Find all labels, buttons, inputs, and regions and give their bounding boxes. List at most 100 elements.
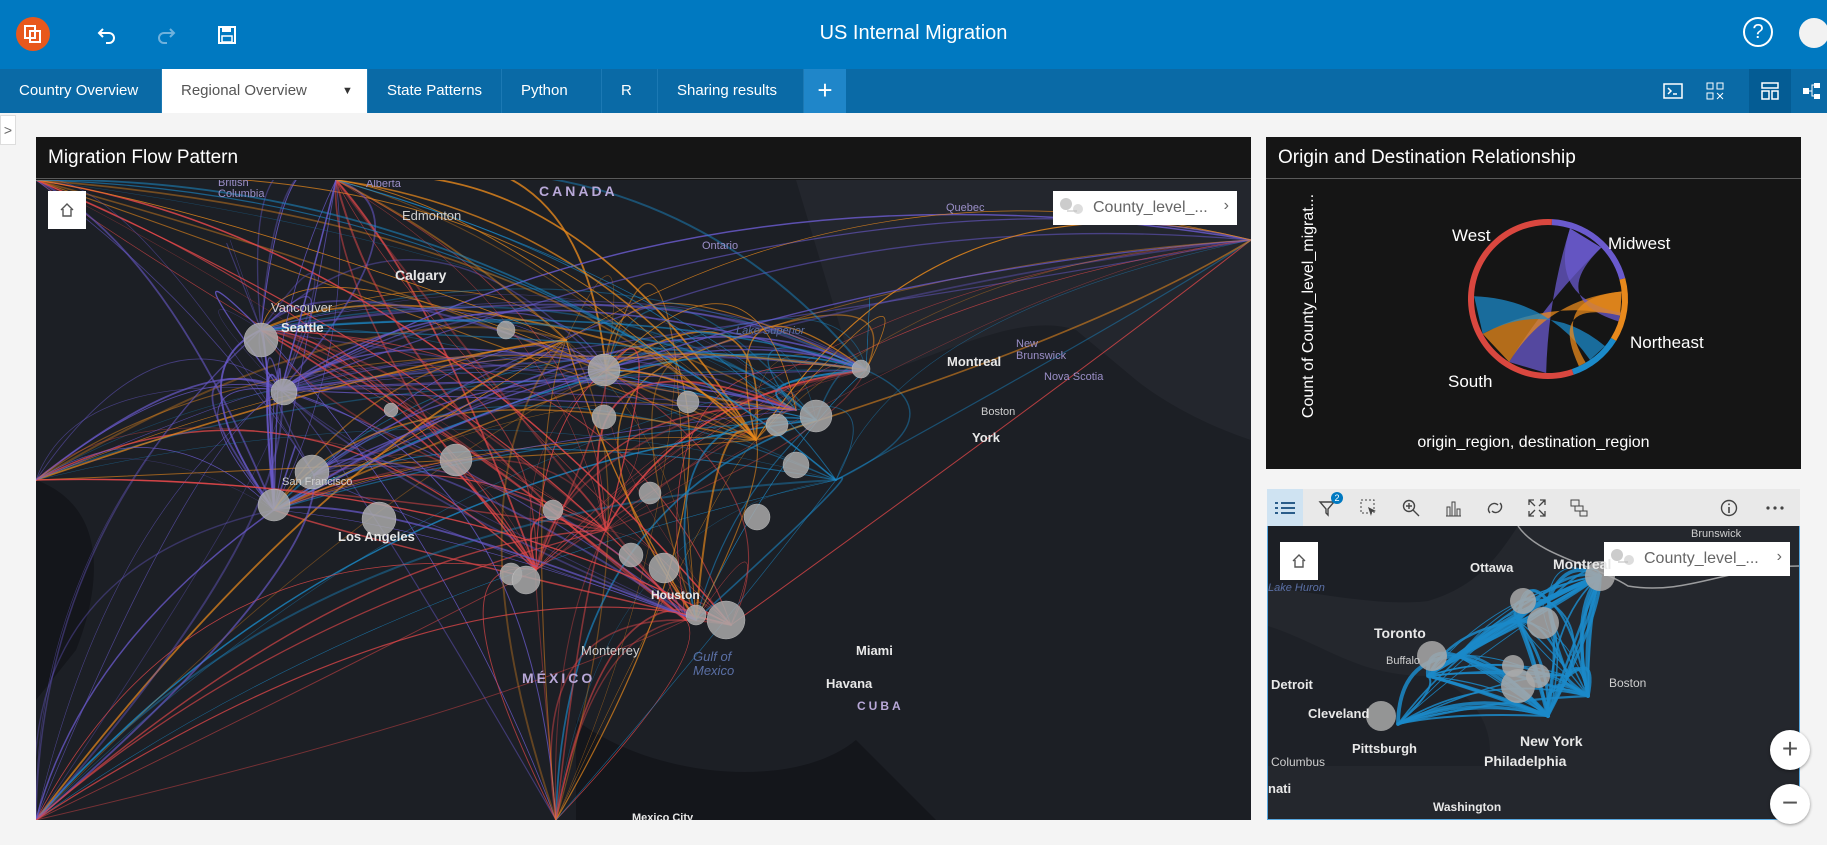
map-label: Pittsburgh bbox=[1352, 741, 1417, 756]
city-node bbox=[587, 353, 621, 387]
flow-map-canvas[interactable] bbox=[36, 180, 1251, 820]
flow-line bbox=[695, 419, 817, 621]
undo-icon[interactable] bbox=[92, 20, 122, 50]
link-icon[interactable] bbox=[1477, 489, 1513, 526]
flow-line bbox=[36, 180, 757, 441]
city-node bbox=[496, 320, 516, 340]
tab-sharing-results[interactable]: Sharing results bbox=[658, 69, 804, 113]
app-logo-icon[interactable] bbox=[16, 17, 50, 51]
city-node bbox=[638, 481, 662, 505]
flow-line bbox=[535, 369, 607, 571]
migration-flow-card[interactable]: Migration Flow Pattern County_level_... … bbox=[36, 137, 1251, 820]
chord-chart-card[interactable]: Origin and Destination Relationship Coun… bbox=[1266, 137, 1801, 469]
map-home-button[interactable] bbox=[1280, 542, 1318, 580]
tab-state-patterns[interactable]: State Patterns bbox=[368, 69, 502, 113]
flow-map[interactable]: County_level_... › CANADA MÉXICO CUBA Ca… bbox=[36, 180, 1251, 820]
selection-icon[interactable] bbox=[1351, 489, 1387, 526]
flow-line bbox=[695, 439, 759, 621]
data-model-icon[interactable] bbox=[1791, 69, 1827, 113]
redo-icon[interactable] bbox=[151, 20, 181, 50]
map-home-button[interactable] bbox=[48, 191, 86, 229]
grid-icon[interactable] bbox=[1694, 69, 1736, 113]
filter-icon[interactable]: 2 bbox=[1309, 489, 1345, 526]
city-node bbox=[361, 501, 397, 537]
tab-regional-overview[interactable]: Regional Overview ▼ bbox=[162, 69, 368, 113]
flow-line bbox=[605, 348, 640, 531]
chevron-down-icon[interactable]: ▼ bbox=[342, 85, 353, 97]
chevron-right-icon[interactable]: › bbox=[1776, 548, 1782, 565]
zoom-out-button[interactable]: − bbox=[1770, 784, 1810, 824]
flow-line bbox=[596, 380, 797, 531]
tab-python[interactable]: Python bbox=[502, 69, 602, 113]
flow-line bbox=[335, 180, 867, 371]
flow-line bbox=[535, 369, 867, 571]
map-label: Philadelphia bbox=[1484, 753, 1567, 769]
flow-line bbox=[36, 389, 283, 820]
console-icon[interactable] bbox=[1652, 69, 1694, 113]
map-legend-button[interactable]: County_level_... › bbox=[1053, 191, 1237, 225]
bar-chart-icon[interactable] bbox=[1435, 489, 1471, 526]
flow-line bbox=[36, 180, 837, 481]
flow-line bbox=[36, 619, 687, 820]
flow-line bbox=[535, 239, 1251, 571]
flow-line bbox=[36, 369, 607, 820]
zoom-in-button[interactable]: + bbox=[1770, 730, 1810, 770]
expand-icon[interactable] bbox=[1519, 489, 1555, 526]
flow-line bbox=[36, 419, 817, 820]
flow-line bbox=[865, 296, 871, 371]
city-node bbox=[294, 454, 330, 490]
chord-chart[interactable] bbox=[1266, 137, 1801, 469]
flow-line bbox=[260, 329, 607, 531]
visualization-type-icon[interactable] bbox=[1561, 489, 1597, 526]
flow-line bbox=[280, 368, 607, 391]
flow-line bbox=[280, 180, 377, 391]
legend-list-icon[interactable] bbox=[1267, 489, 1303, 526]
city-node bbox=[1527, 607, 1559, 639]
sidebar-toggle[interactable]: > bbox=[0, 115, 16, 145]
city-node bbox=[618, 542, 644, 568]
city-node bbox=[257, 488, 291, 522]
zoom-to-icon[interactable] bbox=[1393, 489, 1429, 526]
chevron-right-icon[interactable]: › bbox=[1223, 197, 1229, 214]
flow-line bbox=[273, 359, 677, 511]
flow-line bbox=[36, 427, 607, 531]
tab-r[interactable]: R bbox=[602, 69, 658, 113]
tab-country-overview[interactable]: Country Overview bbox=[0, 69, 162, 113]
flow-line bbox=[36, 509, 275, 820]
chord-arc-midwest bbox=[1610, 278, 1628, 341]
legend-swatch-icon bbox=[1059, 197, 1085, 217]
flow-line bbox=[36, 387, 282, 481]
flow-line bbox=[555, 619, 691, 820]
flow-line bbox=[273, 335, 867, 511]
flow-line bbox=[755, 316, 886, 441]
flow-line bbox=[36, 180, 817, 421]
flow-line bbox=[529, 369, 607, 571]
flow-line bbox=[36, 447, 275, 511]
flow-line bbox=[535, 369, 867, 571]
save-icon[interactable] bbox=[212, 20, 242, 50]
map-label: Buffalo bbox=[1386, 655, 1421, 667]
layout-icon[interactable] bbox=[1749, 69, 1791, 113]
avatar[interactable] bbox=[1799, 18, 1827, 48]
city-node bbox=[511, 565, 541, 595]
flow-line bbox=[260, 304, 677, 361]
flow-line bbox=[273, 239, 1251, 511]
more-options-icon[interactable] bbox=[1757, 489, 1793, 526]
flow-line bbox=[755, 239, 1251, 441]
add-page-button[interactable]: + bbox=[804, 69, 846, 113]
map-legend-button[interactable]: County_level_... › bbox=[1604, 542, 1790, 576]
city-node bbox=[765, 413, 789, 437]
chord-ribbon bbox=[1569, 291, 1622, 367]
flow-line bbox=[605, 303, 797, 411]
map-label: Monterrey bbox=[581, 643, 640, 658]
flow-line bbox=[335, 180, 567, 341]
flow-line bbox=[36, 354, 677, 481]
map-label: Calgary bbox=[395, 267, 447, 283]
map-label: Edmonton bbox=[402, 208, 462, 223]
map-label: Toronto bbox=[1374, 625, 1426, 641]
info-icon[interactable] bbox=[1711, 489, 1747, 526]
map-label: CUBA bbox=[857, 699, 904, 713]
northeast-flow-map[interactable]: County_level_... › Brunswick Ottawa Mont… bbox=[1267, 526, 1800, 820]
help-icon[interactable]: ? bbox=[1743, 17, 1773, 47]
flow-line bbox=[695, 430, 757, 621]
